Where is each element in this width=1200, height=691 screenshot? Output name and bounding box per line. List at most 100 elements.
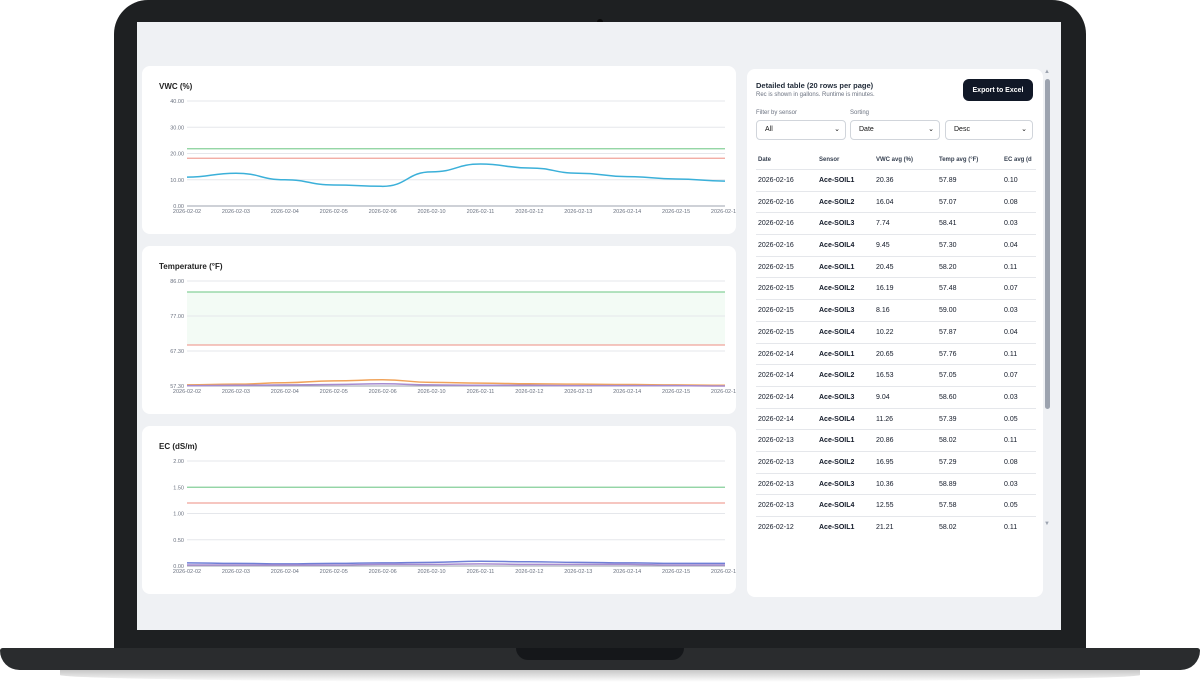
- table-row[interactable]: 2026-02-12 Ace-SOIL1 21.21 58.02 0.11: [756, 516, 1036, 538]
- x-tick-label: 2026-02-06: [369, 209, 397, 215]
- cell-sensor: Ace-SOIL4: [819, 328, 855, 336]
- cell-ec: 0.03: [1004, 307, 1018, 315]
- table-row[interactable]: 2026-02-16 Ace-SOIL4 9.45 57.30 0.04: [756, 234, 1036, 256]
- table-body: 2026-02-16 Ace-SOIL1 20.36 57.89 0.10 2026-02…: [756, 169, 1036, 538]
- cell-temp: 57.58: [939, 502, 957, 510]
- column-header-ec[interactable]: EC avg (d: [1004, 157, 1032, 163]
- y-tick-label: 86.00: [170, 279, 184, 285]
- table-row[interactable]: 2026-02-16 Ace-SOIL3 7.74 58.41 0.03: [756, 212, 1036, 234]
- x-tick-label: 2026-02-15: [662, 209, 690, 215]
- table-row[interactable]: 2026-02-13 Ace-SOIL2 16.95 57.29 0.08: [756, 450, 1036, 473]
- cell-sensor: Ace-SOIL3: [819, 307, 855, 315]
- cell-vwc: 10.22: [876, 328, 894, 336]
- table-row[interactable]: 2026-02-15 Ace-SOIL4 10.22 57.87 0.04: [756, 320, 1036, 343]
- cell-temp: 58.02: [939, 524, 957, 531]
- app-screen: VWC (%) 40.00 30.00 20.00 10.00 0.00 2026-02-…: [137, 22, 1061, 630]
- export-excel-button[interactable]: Export to Excel: [963, 79, 1033, 101]
- cell-date: 2026-02-14: [758, 415, 794, 423]
- y-tick-label: 40.00: [170, 99, 184, 105]
- cell-vwc: 12.55: [876, 502, 894, 510]
- x-tick-label: 2026-02-15: [662, 569, 690, 575]
- cell-temp: 59.00: [939, 307, 957, 315]
- table-row[interactable]: 2026-02-14 Ace-SOIL1 20.65 57.76 0.11: [756, 342, 1036, 365]
- scrollbar-thumb[interactable]: [1045, 79, 1050, 409]
- cell-vwc: 16.95: [876, 458, 894, 466]
- cell-date: 2026-02-13: [758, 502, 794, 510]
- cell-ec: 0.03: [1004, 480, 1018, 488]
- chart-title: VWC (%): [159, 82, 193, 91]
- x-tick-label: 2026-02-04: [271, 389, 299, 395]
- cell-sensor: Ace-SOIL1: [819, 437, 855, 445]
- cell-sensor: Ace-SOIL3: [819, 220, 855, 228]
- cell-ec: 0.11: [1004, 263, 1018, 271]
- sort-field-select[interactable]: Date ⌄: [850, 120, 940, 140]
- sensor-filter-value: All: [765, 126, 773, 133]
- cell-ec: 0.04: [1004, 242, 1018, 250]
- vwc-chart-card: VWC (%) 40.00 30.00 20.00 10.00 0.00 2026-02-…: [142, 66, 736, 234]
- y-tick-label: 67.30: [170, 349, 184, 355]
- cell-sensor: Ace-SOIL2: [819, 372, 855, 380]
- cell-temp: 57.76: [939, 350, 957, 358]
- cell-ec: 0.03: [1004, 393, 1018, 401]
- cell-sensor: Ace-SOIL1: [819, 524, 855, 531]
- cell-date: 2026-02-15: [758, 307, 794, 315]
- sensor-filter-select[interactable]: All ⌄: [756, 120, 846, 140]
- x-tick-label: 2026-02-05: [320, 569, 348, 575]
- cell-date: 2026-02-13: [758, 458, 794, 466]
- cell-date: 2026-02-15: [758, 263, 794, 271]
- chevron-down-icon: ⌄: [1021, 126, 1027, 133]
- cell-temp: 57.89: [939, 177, 957, 184]
- table-scrollbar[interactable]: ▲ ▼: [1043, 69, 1053, 529]
- cell-date: 2026-02-15: [758, 285, 794, 293]
- detailed-table-panel: Detailed table (20 rows per page) Rec is…: [747, 69, 1043, 597]
- temperature-chart-card: Temperature (°F) 86.00 77.00 67.30 57.30 202…: [142, 246, 736, 414]
- table-row[interactable]: 2026-02-15 Ace-SOIL3 8.16 59.00 0.03: [756, 299, 1036, 321]
- table-row[interactable]: 2026-02-14 Ace-SOIL4 11.26 57.39 0.05: [756, 407, 1036, 430]
- cell-ec: 0.05: [1004, 502, 1018, 510]
- y-tick-label: 2.00: [173, 459, 184, 465]
- column-header-vwc[interactable]: VWC avg (%): [876, 157, 914, 163]
- x-tick-label: 2026-02-11: [467, 569, 495, 575]
- x-tick-label: 2026-02-16: [711, 389, 736, 395]
- cell-ec: 0.05: [1004, 415, 1018, 423]
- cell-sensor: Ace-SOIL2: [819, 198, 855, 206]
- sort-order-select[interactable]: Desc ⌄: [945, 120, 1033, 140]
- scroll-up-arrow-icon[interactable]: ▲: [1044, 69, 1050, 75]
- x-tick-label: 2026-02-02: [173, 209, 201, 215]
- y-tick-label: 20.00: [170, 152, 184, 158]
- x-tick-label: 2026-02-10: [417, 389, 445, 395]
- table-row[interactable]: 2026-02-13 Ace-SOIL4 12.55 57.58 0.05: [756, 494, 1036, 516]
- table-row[interactable]: 2026-02-13 Ace-SOIL1 20.86 58.02 0.11: [756, 429, 1036, 451]
- cell-vwc: 20.45: [876, 263, 894, 271]
- table-row[interactable]: 2026-02-14 Ace-SOIL3 9.04 58.60 0.03: [756, 385, 1036, 408]
- cell-date: 2026-02-16: [758, 242, 794, 250]
- cell-vwc: 16.53: [876, 372, 894, 380]
- cell-temp: 57.87: [939, 328, 957, 336]
- table-row[interactable]: 2026-02-15 Ace-SOIL2 16.19 57.48 0.07: [756, 277, 1036, 299]
- cell-sensor: Ace-SOIL2: [819, 458, 855, 466]
- x-tick-label: 2026-02-10: [417, 569, 445, 575]
- column-header-sensor[interactable]: Sensor: [819, 157, 840, 163]
- column-header-temp[interactable]: Temp avg (°F): [939, 157, 979, 163]
- cell-temp: 58.60: [939, 393, 957, 401]
- table-row[interactable]: 2026-02-15 Ace-SOIL1 20.45 58.20 0.11: [756, 255, 1036, 278]
- x-tick-label: 2026-02-03: [222, 389, 250, 395]
- x-tick-label: 2026-02-05: [320, 209, 348, 215]
- y-tick-label: 0.00: [173, 204, 184, 210]
- cell-temp: 58.89: [939, 480, 957, 488]
- cell-sensor: Ace-SOIL3: [819, 480, 855, 488]
- column-header-date[interactable]: Date: [758, 157, 772, 163]
- sort-field-value: Date: [859, 126, 874, 133]
- cell-ec: 0.08: [1004, 198, 1018, 206]
- table-row[interactable]: 2026-02-13 Ace-SOIL3 10.36 58.89 0.03: [756, 472, 1036, 495]
- x-tick-label: 2026-02-03: [222, 569, 250, 575]
- table-row[interactable]: 2026-02-14 Ace-SOIL2 16.53 57.05 0.07: [756, 364, 1036, 386]
- scroll-down-arrow-icon[interactable]: ▼: [1044, 521, 1050, 527]
- table-row[interactable]: 2026-02-16 Ace-SOIL1 20.36 57.89 0.10: [756, 169, 1036, 191]
- x-tick-label: 2026-02-16: [711, 569, 736, 575]
- cell-temp: 57.30: [939, 242, 957, 250]
- cell-date: 2026-02-14: [758, 393, 794, 401]
- x-tick-label: 2026-02-14: [613, 389, 641, 395]
- table-row[interactable]: 2026-02-16 Ace-SOIL2 16.04 57.07 0.08: [756, 190, 1036, 213]
